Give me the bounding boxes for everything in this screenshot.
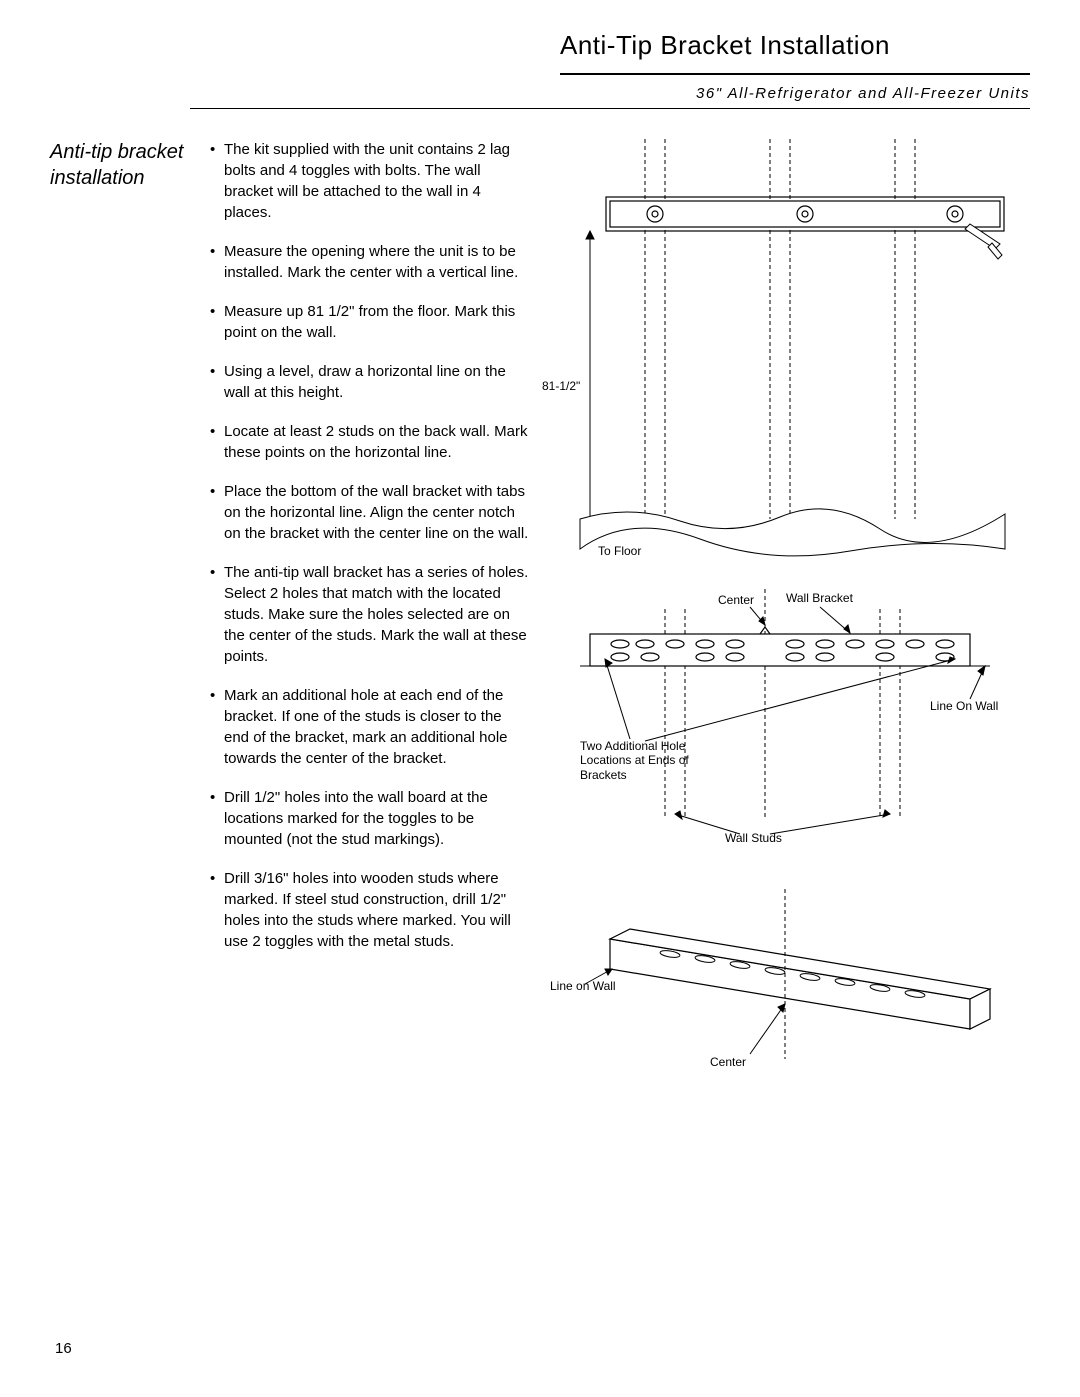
- instructions: The kit supplied with the unit contains …: [210, 139, 550, 1079]
- list-item: Using a level, draw a horizontal line on…: [210, 361, 530, 403]
- list-item: Place the bottom of the wall bracket wit…: [210, 481, 530, 544]
- label-line-on-wall-3: Line on Wall: [550, 979, 616, 993]
- label-additional-holes: Two Additional Hole Locations at Ends of…: [580, 739, 690, 782]
- page-title: Anti-Tip Bracket Installation: [560, 30, 1030, 75]
- list-item: Measure the opening where the unit is to…: [210, 241, 530, 283]
- diagrams-column: 81-1/2" To Floor: [550, 139, 1030, 1079]
- section-heading: Anti-tip bracket installation: [50, 139, 210, 191]
- label-wall-bracket: Wall Bracket: [786, 591, 853, 605]
- label-center-3: Center: [710, 1055, 746, 1069]
- label-height: 81-1/2": [542, 379, 580, 393]
- diagram-bracket-perspective: Line on Wall Center: [550, 879, 1030, 1079]
- content-row: Anti-tip bracket installation The kit su…: [50, 139, 1030, 1079]
- page-number: 16: [55, 1340, 72, 1357]
- list-item: The kit supplied with the unit contains …: [210, 139, 530, 223]
- list-item: Drill 1/2" holes into the wall board at …: [210, 787, 530, 850]
- list-item: Drill 3/16" holes into wooden studs wher…: [210, 868, 530, 952]
- label-line-on-wall: Line On Wall: [930, 699, 998, 713]
- list-item: The anti-tip wall bracket has a series o…: [210, 562, 530, 667]
- list-item: Mark an additional hole at each end of t…: [210, 685, 530, 769]
- label-wall-studs: Wall Studs: [725, 831, 782, 845]
- diagram-wall-height: 81-1/2" To Floor: [550, 139, 1030, 559]
- page-subtitle: 36" All-Refrigerator and All-Freezer Uni…: [560, 85, 1030, 102]
- header-rule: [190, 108, 1030, 109]
- diagram-bracket-front: Center Wall Bracket Line On Wall Two Add…: [550, 589, 1030, 849]
- label-to-floor: To Floor: [598, 544, 641, 558]
- label-center: Center: [718, 593, 754, 607]
- list-item: Measure up 81 1/2" from the floor. Mark …: [210, 301, 530, 343]
- list-item: Locate at least 2 studs on the back wall…: [210, 421, 530, 463]
